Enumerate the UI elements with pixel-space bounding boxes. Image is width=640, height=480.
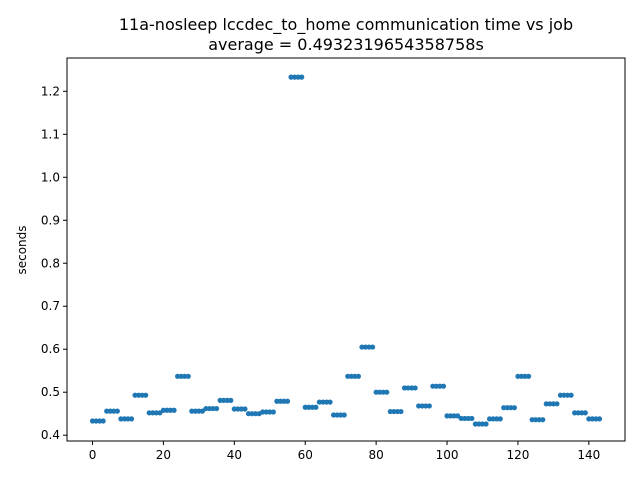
data-point: [483, 421, 489, 427]
data-point: [469, 415, 475, 422]
y-tick-label: 1.2: [41, 84, 60, 98]
data-point: [440, 383, 447, 389]
data-point: [284, 398, 291, 404]
x-tick-label: 20: [156, 448, 171, 462]
y-tick-label: 0.8: [41, 256, 60, 270]
data-point: [582, 410, 588, 416]
data-point: [185, 373, 191, 379]
data-point: [242, 406, 248, 412]
y-tick-label: 0.5: [41, 385, 60, 399]
data-point: [497, 416, 503, 422]
data-point: [114, 408, 120, 414]
data-point: [214, 405, 220, 412]
y-tick-label: 1.1: [41, 127, 60, 141]
y-tick-label: 0.6: [41, 342, 60, 356]
y-tick-label: 0.9: [41, 213, 60, 227]
y-axis: 0.4 0.5 0.6 0.7 0.8 0.9 1.0 1.1 1.2: [41, 84, 67, 442]
data-point: [228, 397, 234, 403]
data-point: [412, 385, 418, 391]
y-tick-label: 0.7: [41, 299, 60, 313]
data-point: [426, 403, 432, 409]
data-point: [384, 389, 390, 395]
data-point: [596, 416, 603, 422]
x-tick-label: 0: [89, 448, 97, 462]
x-tick-label: 80: [368, 448, 383, 462]
data-point: [100, 418, 106, 424]
y-tick-label: 1.0: [41, 170, 60, 184]
data-point: [128, 416, 135, 422]
data-point: [327, 399, 333, 405]
data-point: [313, 404, 319, 410]
data-points: [89, 74, 603, 427]
x-tick-label: 120: [506, 448, 529, 462]
data-point: [554, 401, 560, 407]
plot-frame: [66, 57, 626, 442]
chart-subtitle: average = 0.4932319654358758s: [208, 35, 484, 54]
data-point: [525, 373, 532, 379]
data-point: [369, 344, 376, 350]
y-axis-label: seconds: [15, 225, 29, 274]
x-tick-label: 60: [298, 448, 313, 462]
x-tick-label: 40: [227, 448, 242, 462]
data-point: [355, 373, 362, 379]
data-point: [143, 392, 149, 398]
x-tick-label: 140: [577, 448, 600, 462]
data-point: [341, 412, 347, 418]
x-axis: 0 20 40 60 80 100 120 140: [89, 441, 600, 462]
data-point: [398, 408, 404, 415]
data-point: [540, 417, 546, 423]
data-point: [511, 405, 517, 411]
chart-title: 11a-nosleep lccdec_to_home communication…: [119, 15, 573, 35]
x-tick-label: 100: [436, 448, 459, 462]
data-point: [171, 407, 177, 413]
data-point: [299, 74, 305, 80]
data-point: [270, 409, 276, 415]
y-tick-label: 0.4: [41, 428, 60, 442]
data-point: [568, 392, 574, 398]
